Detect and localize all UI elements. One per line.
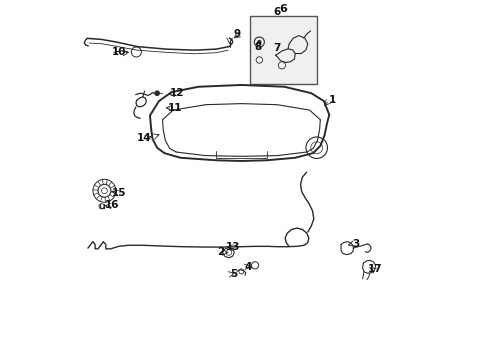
Text: 16: 16 <box>105 200 120 210</box>
Text: 5: 5 <box>230 269 237 279</box>
Text: 2: 2 <box>217 247 224 257</box>
Text: 14: 14 <box>137 133 151 143</box>
Text: 7: 7 <box>273 43 281 53</box>
Text: 6: 6 <box>273 7 281 17</box>
Text: 12: 12 <box>170 88 184 98</box>
FancyBboxPatch shape <box>250 16 318 84</box>
Text: 3: 3 <box>352 239 359 249</box>
Text: 4: 4 <box>245 262 252 272</box>
Circle shape <box>155 91 159 95</box>
Text: 15: 15 <box>112 188 126 198</box>
Text: 8: 8 <box>254 42 261 52</box>
Text: 1: 1 <box>329 95 337 105</box>
Text: 10: 10 <box>112 46 126 57</box>
Circle shape <box>258 41 261 44</box>
Text: 11: 11 <box>168 103 182 113</box>
Text: 13: 13 <box>226 242 241 252</box>
Text: 6: 6 <box>280 4 288 14</box>
Text: 17: 17 <box>368 264 382 274</box>
Text: 9: 9 <box>234 30 241 39</box>
